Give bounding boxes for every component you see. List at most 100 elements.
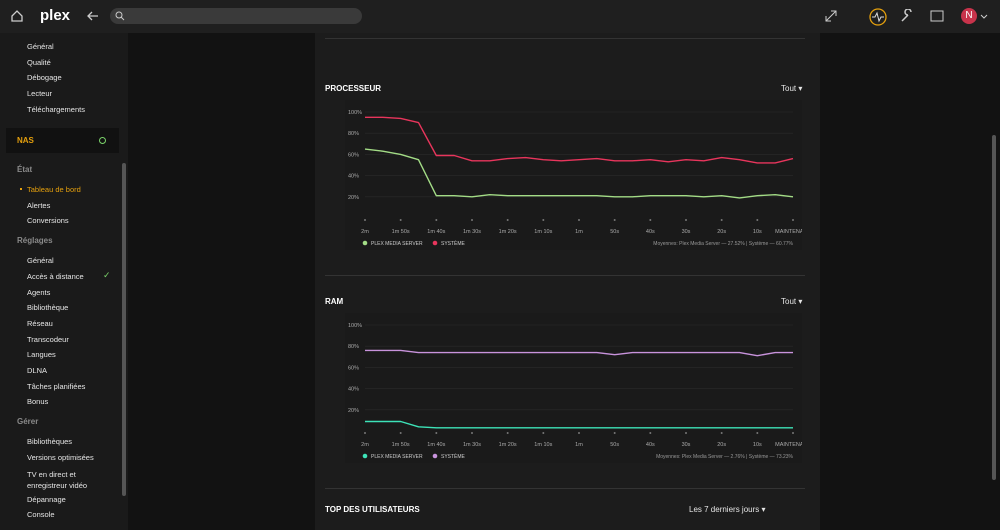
x-tick-mark — [364, 432, 366, 434]
legend-swatch — [362, 240, 368, 246]
logo[interactable]: plex — [40, 7, 71, 24]
legend-label: PLEX MEDIA SERVER — [371, 454, 423, 460]
nav-item[interactable]: Langues — [27, 350, 56, 360]
x-tick-label: 1m 40s — [427, 442, 445, 448]
search-icon — [115, 11, 125, 21]
scrollbar — [122, 163, 126, 496]
x-tick-mark — [613, 432, 616, 434]
nav-item[interactable]: Accès à distance — [27, 271, 84, 281]
nav-item[interactable]: Agents — [27, 287, 51, 297]
users-title: TOP DES UTILISATEURS — [325, 505, 420, 514]
active-dot — [20, 188, 22, 190]
search-box[interactable] — [110, 8, 362, 24]
legend-label: PLEX MEDIA SERVER — [371, 241, 423, 247]
activity-icon[interactable] — [869, 8, 887, 26]
x-tick-label: 1m 30s — [463, 442, 481, 448]
x-tick-label: 50s — [610, 442, 619, 448]
period-select[interactable]: Tout ▾ — [781, 84, 803, 93]
chart-title: RAM — [325, 297, 344, 306]
x-tick-label: 1m — [575, 442, 583, 448]
server-name[interactable]: NAS — [17, 136, 34, 145]
nav-item[interactable]: Console — [27, 510, 55, 520]
period-text[interactable]: Tout — [781, 84, 797, 93]
x-tick-label: MAINTENANT — [775, 442, 802, 448]
x-tick-label: MAINTENANT — [775, 229, 802, 235]
x-tick-label: 20s — [717, 229, 726, 235]
x-tick-mark — [685, 219, 687, 221]
x-tick-mark — [685, 432, 687, 434]
nav-item[interactable]: TV en direct et enregistreur vidéo — [27, 469, 88, 490]
section-title: État — [17, 165, 33, 174]
nav-item[interactable]: Débogage — [27, 73, 62, 83]
x-tick-label: 1m 10s — [534, 229, 552, 235]
x-tick-mark — [720, 219, 723, 221]
nav-item[interactable]: Alertes — [27, 200, 51, 210]
avatar[interactable]: N — [961, 8, 977, 24]
chart-footnote: Moyennes: Plex Media Server — 27.52% | S… — [653, 241, 793, 247]
x-tick-mark — [471, 432, 473, 434]
x-tick-mark — [399, 432, 402, 434]
x-tick-label: 1m 20s — [499, 442, 517, 448]
x-tick-label: 1m 20s — [499, 229, 517, 235]
nav-item[interactable]: Lecteur — [27, 89, 53, 99]
period-select[interactable]: Les 7 derniers jours ▾ — [689, 505, 766, 514]
fullscreen-icon[interactable] — [825, 10, 837, 22]
x-tick-mark — [435, 432, 438, 434]
x-tick-mark — [399, 219, 402, 221]
x-tick-label: 2m — [361, 442, 369, 448]
nav-item[interactable]: Dépannage — [27, 494, 66, 504]
x-tick-label: 30s — [682, 442, 691, 448]
nav-item[interactable]: Bibliothèque — [27, 303, 69, 313]
y-tick-label: 60% — [348, 365, 359, 371]
legend-swatch — [432, 453, 438, 459]
x-tick-label: 1m — [575, 229, 583, 235]
avatar-caret[interactable] — [980, 14, 988, 20]
nav-item[interactable]: Bibliothèques — [27, 437, 73, 447]
nav-item[interactable]: Bonus — [27, 397, 49, 407]
x-tick-mark — [756, 432, 759, 434]
y-tick-label: 40% — [348, 174, 359, 180]
legend-label: SYSTÈME — [441, 453, 466, 460]
home-icon[interactable] — [10, 9, 24, 23]
legend-swatch — [432, 240, 438, 246]
nav-item[interactable]: Tâches planifiées — [27, 381, 86, 391]
nav-item[interactable]: Transcodeur — [27, 334, 69, 344]
x-tick-mark — [435, 219, 438, 221]
divider — [325, 38, 805, 39]
nav-item[interactable]: Tableau de bord — [27, 185, 81, 194]
x-tick-mark — [471, 219, 473, 221]
x-tick-label: 1m 40s — [427, 229, 445, 235]
x-tick-label: 1m 50s — [392, 442, 410, 448]
cast-icon[interactable] — [930, 10, 944, 22]
series-line — [365, 420, 793, 429]
nav-item[interactable]: Qualité — [27, 57, 51, 67]
section-title: Réglages — [17, 236, 53, 246]
nav-item[interactable]: DLNA — [27, 366, 48, 375]
chart: 20% 40% 60% 80% 100% 2m 1m 50s 1m 40s 1m 30s 1m 2… — [345, 100, 802, 250]
period-text[interactable]: Les 7 derniers jours — [689, 505, 760, 514]
nav-item[interactable]: Réseau — [27, 318, 53, 328]
legend-label: SYSTÈME — [441, 240, 466, 247]
period-text[interactable]: Tout — [781, 297, 797, 306]
settings-icon[interactable] — [900, 9, 914, 23]
back-icon[interactable] — [86, 9, 100, 23]
y-tick-label: 20% — [348, 195, 359, 201]
x-tick-mark — [720, 432, 723, 434]
x-tick-mark — [364, 219, 366, 221]
x-tick-mark — [578, 432, 580, 434]
nav-item[interactable]: Téléchargements — [27, 104, 85, 114]
top-bar: plex N — [0, 0, 1000, 33]
nav-item[interactable]: Versions optimisées — [27, 452, 94, 462]
nav-item[interactable]: Général — [27, 42, 54, 51]
x-tick-label: 40s — [646, 229, 655, 235]
chart-title: PROCESSEUR — [325, 84, 382, 93]
period-select[interactable]: Tout ▾ — [781, 297, 803, 306]
nav-item[interactable]: Général — [27, 256, 54, 266]
legend-swatch — [362, 453, 368, 459]
divider — [325, 488, 805, 489]
x-tick-mark — [613, 219, 616, 221]
nav-item[interactable]: Conversions — [27, 216, 69, 226]
x-tick-label: 1m 50s — [392, 229, 410, 235]
x-tick-mark — [542, 432, 545, 434]
